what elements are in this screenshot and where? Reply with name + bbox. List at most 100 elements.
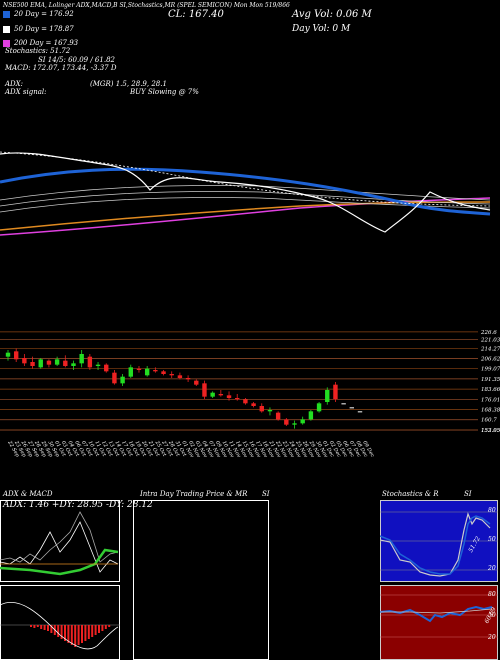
price-axis-label: 199.07 (481, 367, 500, 373)
intraday-suffix: SI (262, 490, 270, 498)
macd-bar (57, 625, 60, 637)
price-axis-label: 214.27 (480, 346, 500, 352)
close-price-label: CL: 167.40 (168, 9, 224, 20)
candle-body (357, 411, 363, 413)
macd-bar (50, 625, 53, 633)
macd-bar (70, 625, 73, 645)
candle-body (120, 376, 125, 384)
intraday-title: Intra Day Trading Price & MR (140, 490, 248, 498)
macd-bar (60, 625, 63, 639)
price-axis-label: 183.66 (481, 387, 500, 393)
candle-body (71, 363, 76, 366)
candle-body (185, 378, 191, 380)
macd-bar (98, 625, 100, 633)
candle-body (104, 364, 109, 372)
price-axis-label: 168.38 (481, 407, 500, 413)
macd-bar (64, 625, 66, 641)
candle-body (169, 374, 174, 376)
candle-body (54, 359, 60, 365)
candle-body (112, 372, 117, 384)
candle-body (5, 352, 11, 357)
candle-body (267, 410, 273, 412)
price-axis-label: 191.35 (481, 377, 500, 383)
stochastics-label: Stochastics: 51.72 (5, 47, 71, 55)
adx-readout: ADX: 1.46 +DY: 28.95 -DY: 28.12 (3, 500, 153, 510)
candle-body (63, 360, 68, 366)
price-axis-label: 160.7 (481, 418, 497, 424)
adx-trend-line (0, 548, 119, 576)
macd-bar (77, 625, 80, 645)
si-main-line (380, 605, 493, 623)
ema50-swatch (3, 26, 10, 33)
price-line (0, 152, 491, 233)
ema50-label: 50 Day = 178.87 (14, 25, 74, 33)
price-axis-label: 206.62 (480, 357, 500, 363)
adx-label: ADX: (5, 80, 24, 88)
intraday-panel (133, 500, 269, 660)
candle-body (300, 419, 305, 424)
candle-body (308, 411, 314, 420)
si-panel (380, 585, 498, 660)
stochastics-suffix: SI (464, 490, 472, 498)
macd-bar (81, 625, 83, 643)
ema20-line (0, 167, 491, 216)
ema20-swatch (3, 11, 10, 18)
candle-body (161, 371, 166, 374)
adx-signal-label: ADX signal: (5, 88, 47, 96)
ema200-label: 200 Day = 167.93 (14, 39, 79, 47)
si-signal-line (380, 608, 493, 614)
candle-body (38, 359, 43, 368)
macd-bar (67, 625, 70, 643)
price-axis-label: 226.6 (480, 330, 497, 336)
candle-body (284, 419, 289, 425)
candle-body (210, 392, 215, 397)
ema20-label: 20 Day = 176.92 (14, 10, 74, 18)
macd-bars (30, 625, 111, 647)
candle-body (128, 367, 133, 377)
macd-bar (30, 625, 32, 627)
candle-body (226, 395, 232, 398)
candle-body (22, 358, 27, 364)
candle-body (46, 360, 52, 365)
si-level-20: 20 (488, 634, 496, 641)
moving-averages-chart (0, 151, 491, 236)
candle-body (218, 394, 224, 396)
day-volume-label: Day Vol: 0 M (292, 24, 351, 34)
candle-body (79, 354, 84, 364)
candles (5, 348, 363, 429)
candle-body (95, 364, 101, 366)
price-axis-label: 176.01 (481, 397, 500, 403)
adx-macd-title: ADX & MACD (3, 490, 53, 498)
price-axis-label: 153.05 (481, 428, 500, 434)
candle-body (333, 384, 338, 400)
candle-body (144, 368, 150, 376)
candle-body (87, 356, 93, 368)
stoch-level-80: 80 (488, 507, 496, 514)
candle-body (202, 383, 207, 397)
macd-line (0, 602, 119, 650)
adx-lines (0, 511, 119, 576)
macd-bar (101, 625, 104, 631)
candle-body (243, 399, 248, 404)
si-level-50: 50 (488, 612, 496, 619)
chart-header-line: NSE500 EMA, Lolinger ADX,MACD,B SI,Stoch… (3, 2, 290, 9)
stochastic-d-line (380, 515, 491, 575)
macd-bar (33, 625, 36, 628)
price-axis-label: 221.03 (480, 337, 500, 343)
candle-body (292, 423, 297, 425)
macd-bar (84, 625, 87, 641)
adx-panel (0, 500, 120, 582)
candle-body (251, 403, 256, 406)
adx-signal-value: BUY Slowing @ 7% (130, 88, 199, 96)
candle-body (325, 390, 330, 402)
candle-body (341, 403, 346, 405)
candle-body (13, 351, 19, 360)
macd-bar (104, 625, 107, 629)
candle-body (235, 398, 240, 400)
candle-body (259, 406, 264, 412)
macd-bar (36, 625, 39, 627)
avg-volume-label: Avg Vol: 0.06 M (292, 9, 372, 20)
macd-label: MACD: 172.07, 173.44, -3.37 D (5, 64, 117, 72)
